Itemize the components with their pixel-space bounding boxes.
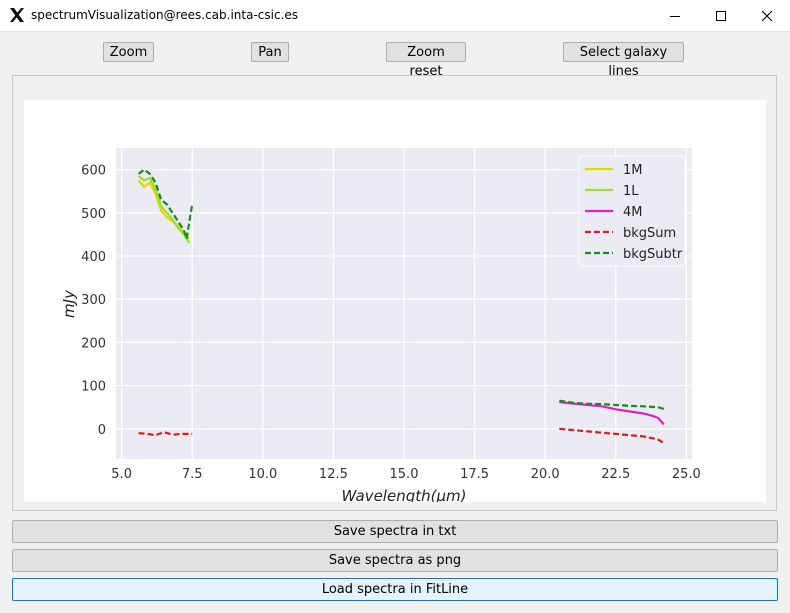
x-tick-label: 15.0 xyxy=(390,467,419,482)
series-line-1L xyxy=(137,175,191,244)
x-tick-label: 17.5 xyxy=(460,467,489,482)
y-axis-label: mJy xyxy=(60,289,78,318)
save-spectra-txt-button[interactable]: Save spectra in txt xyxy=(12,520,778,543)
legend-label: 1M xyxy=(623,163,643,178)
legend-label: 1L xyxy=(623,184,639,199)
legend-label: bkgSum xyxy=(623,226,676,241)
series-line-bkgSubtr xyxy=(559,399,665,410)
legend-label: bkgSubtr xyxy=(623,247,683,262)
y-tick-label: 100 xyxy=(81,380,106,395)
x-tick-label: 25.0 xyxy=(672,467,701,482)
legend-box xyxy=(578,155,686,267)
legend: 1M 1L 4M bkgSum bkgSubtr xyxy=(578,155,686,267)
select-galaxy-lines-button[interactable]: Select galaxy lines xyxy=(563,42,684,79)
minimize-icon xyxy=(670,15,680,17)
y-tick-label: 0 xyxy=(98,423,106,438)
title-bar: spectrumVisualization@rees.cab.inta-csic… xyxy=(0,0,790,32)
y-tick-label: 300 xyxy=(81,293,106,308)
spectrum-chart[interactable]: 5.0 7.5 10.0 12.5 15.0 17.5 20.0 22.5 25.0 0 100 2… xyxy=(24,100,766,502)
maximize-icon xyxy=(716,10,726,21)
save-spectra-png-button[interactable]: Save spectra as png xyxy=(12,549,778,572)
x-tick-label: 20.0 xyxy=(531,467,560,482)
series-line-bkgSubtr xyxy=(137,168,194,240)
load-spectra-fitline-button[interactable]: Load spectra in FitLine xyxy=(12,578,778,601)
zoom-reset-button[interactable]: Zoom reset xyxy=(386,42,466,79)
zoom-button[interactable]: Zoom xyxy=(103,42,154,62)
y-tick-label: 500 xyxy=(81,207,106,222)
close-icon xyxy=(762,10,772,21)
minimize-button[interactable] xyxy=(652,0,698,31)
legend-label: 4M xyxy=(623,205,643,220)
pan-button[interactable]: Pan xyxy=(251,42,289,62)
x11-icon xyxy=(10,8,24,22)
series-line-1M xyxy=(137,179,191,240)
x-axis-label: Wavelength(μm) xyxy=(342,487,467,502)
plot-canvas[interactable]: 5.0 7.5 10.0 12.5 15.0 17.5 20.0 22.5 25.0 0 100 2… xyxy=(24,100,766,502)
x-tick-label: 22.5 xyxy=(601,467,630,482)
window-title: spectrumVisualization@rees.cab.inta-csic… xyxy=(31,8,299,22)
x-tick-label: 10.0 xyxy=(248,467,277,482)
x-tick-label: 5.0 xyxy=(111,467,132,482)
y-tick-label: 400 xyxy=(81,250,106,265)
y-tick-label: 600 xyxy=(81,164,106,179)
y-tick-label: 200 xyxy=(81,336,106,351)
x-tick-label: 7.5 xyxy=(182,467,203,482)
maximize-button[interactable] xyxy=(698,0,744,31)
series-line-bkgSum xyxy=(559,427,665,444)
close-button[interactable] xyxy=(744,0,790,31)
x-tick-label: 12.5 xyxy=(319,467,348,482)
